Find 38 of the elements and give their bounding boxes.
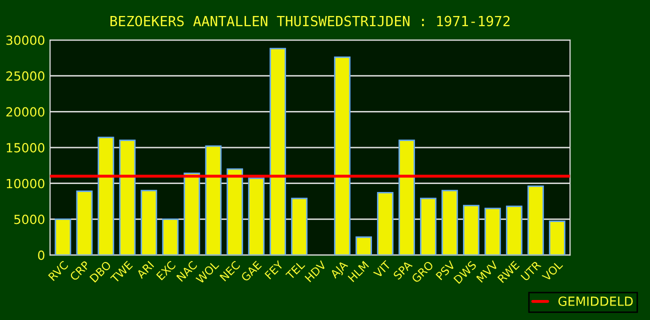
y-tick-label: 30000	[6, 35, 44, 45]
x-tick-label: SPA	[392, 260, 413, 280]
bar	[184, 172, 200, 256]
bar	[226, 168, 244, 256]
bar	[98, 136, 114, 256]
legend-label: GEMIDDELD	[558, 296, 633, 306]
y-tick-label: 20000	[6, 107, 44, 117]
bar	[119, 140, 136, 256]
bar	[420, 198, 436, 256]
bar	[377, 192, 394, 256]
bar	[356, 236, 372, 256]
bar	[162, 218, 179, 256]
y-tick-label: 25000	[6, 71, 44, 81]
bar	[334, 56, 350, 256]
x-tick-label: VIT	[373, 260, 392, 278]
bar	[548, 220, 566, 256]
y-tick-label: 5000	[14, 214, 44, 224]
chart-title: BEZOEKERS AANTALLEN THUISWEDSTRIJDEN : 1971-1972	[110, 16, 510, 26]
bar	[398, 140, 415, 256]
bar	[527, 186, 544, 256]
bar	[76, 190, 93, 256]
bar	[205, 145, 222, 256]
bar	[462, 204, 480, 256]
y-tick-label: 15000	[6, 142, 44, 152]
y-tick-label: 10000	[6, 178, 44, 188]
bar	[291, 198, 308, 256]
x-tick-label: ARI	[136, 260, 154, 279]
bar	[140, 190, 158, 256]
y-tick-label: 0	[38, 250, 44, 260]
bar	[484, 208, 501, 256]
bar	[270, 48, 286, 256]
bar	[506, 206, 522, 256]
x-tick-label: TEL	[285, 260, 306, 280]
x-tick-label: VOL	[542, 260, 564, 282]
bar	[54, 218, 72, 256]
bar	[248, 178, 265, 256]
x-tick-label: UTR	[520, 260, 542, 282]
bar	[442, 190, 458, 256]
